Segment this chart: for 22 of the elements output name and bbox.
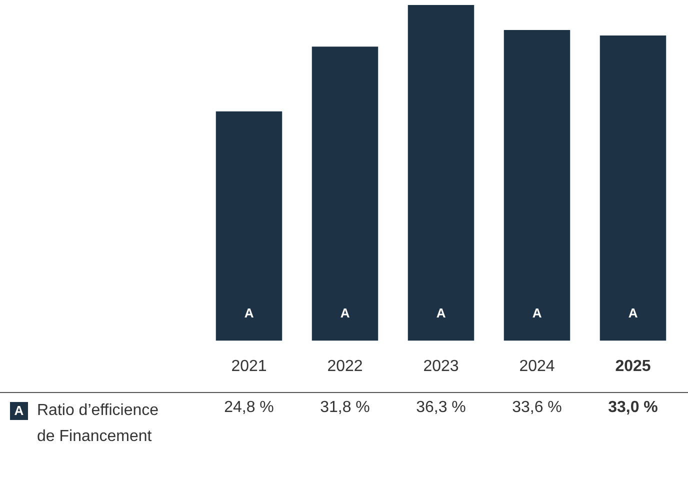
bar [504, 30, 570, 341]
annotation: A [436, 305, 446, 320]
x-tick-label: 2024 [519, 358, 555, 375]
bar [312, 46, 378, 341]
data-label: 24,8 % [223, 399, 275, 417]
x-tick-label: 2021 [231, 358, 267, 375]
annotation: A [340, 305, 350, 320]
legend-label: Ratio d’efficience de Financement [37, 401, 160, 447]
x-tick-label: 2022 [327, 358, 363, 375]
legend-title: A [10, 402, 28, 420]
data-label: 33,6 % [511, 399, 563, 417]
x-tick-label: 2023 [423, 358, 459, 375]
data-label: 31,8 % [319, 399, 371, 417]
annotation: A [244, 305, 254, 320]
bar [600, 36, 666, 341]
x-tick-label: 2025 [615, 358, 651, 375]
annotation: A [532, 305, 542, 320]
data-label: 36,3 % [415, 399, 467, 417]
data-label: 33,0 % [607, 399, 659, 417]
bar [408, 5, 474, 341]
annotation: A [628, 305, 638, 320]
bar [216, 111, 282, 341]
